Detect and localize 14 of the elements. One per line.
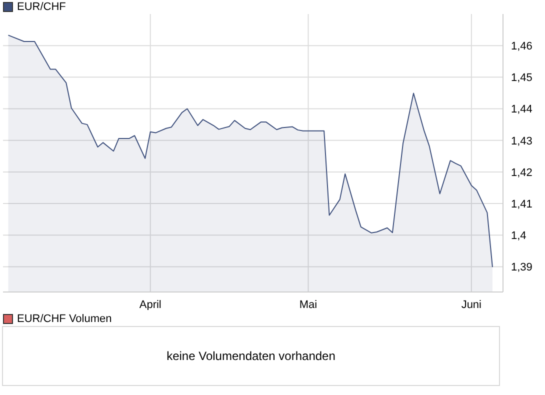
y-tick-label: 1,41 bbox=[511, 198, 532, 210]
text: EUR/CHF Volumen bbox=[17, 313, 112, 325]
y-tick-label: 1,44 bbox=[511, 104, 532, 116]
x-tick-label: Juni bbox=[461, 298, 482, 311]
y-tick-label: 1,46 bbox=[511, 40, 532, 52]
x-tick-label: Mai bbox=[299, 298, 318, 311]
x-tick-label: April bbox=[139, 298, 162, 311]
y-tick-label: 1,39 bbox=[511, 262, 532, 274]
y-tick-label: 1,43 bbox=[511, 135, 532, 148]
y-tick-label: 1,45 bbox=[511, 72, 532, 84]
y-tick-label: 1,42 bbox=[511, 166, 532, 179]
legend-label: EUR/CHF bbox=[17, 1, 66, 13]
y-tick-label: 1,4 bbox=[511, 230, 526, 242]
text: keine Volumendaten vorhanden bbox=[166, 349, 336, 363]
